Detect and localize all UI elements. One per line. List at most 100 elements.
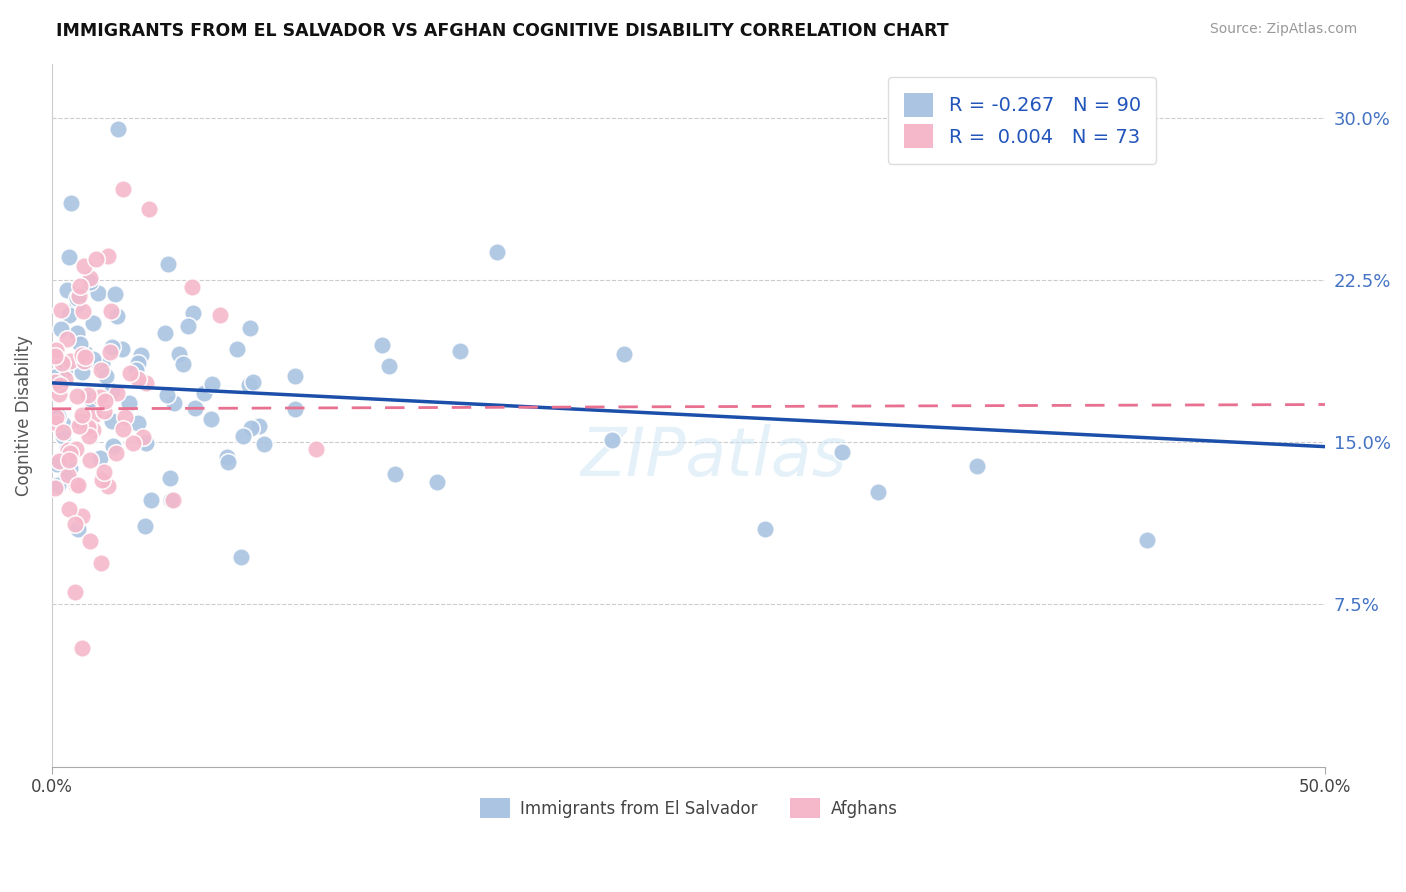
- Point: [44, 375, 66, 389]
- Point: [51, 356, 73, 370]
- Point: [104, 286, 127, 301]
- Point: [79, 271, 101, 285]
- Point: [55, 469, 77, 483]
- Point: [65, 292, 87, 306]
- Point: [125, 362, 148, 376]
- Point: [242, 375, 264, 389]
- Point: [284, 401, 307, 416]
- Point: [232, 428, 254, 442]
- Point: [79, 533, 101, 548]
- Point: [253, 436, 276, 450]
- Point: [101, 340, 124, 354]
- Point: [65, 388, 87, 402]
- Point: [193, 386, 215, 401]
- Text: ZIPatlas: ZIPatlas: [581, 425, 848, 491]
- Point: [52, 429, 75, 443]
- Point: [73, 350, 96, 364]
- Point: [201, 377, 224, 392]
- Point: [226, 342, 249, 356]
- Point: [69, 337, 91, 351]
- Point: [90, 362, 112, 376]
- Point: [72, 509, 94, 524]
- Point: [46, 477, 69, 491]
- Point: [44, 482, 66, 496]
- Point: [132, 430, 155, 444]
- Point: [129, 348, 152, 362]
- Point: [70, 351, 93, 365]
- Point: [247, 419, 270, 434]
- Point: [162, 493, 184, 508]
- Point: [73, 259, 96, 273]
- Point: [66, 523, 89, 537]
- Point: [229, 549, 252, 564]
- Legend: Immigrants from El Salvador, Afghans: Immigrants from El Salvador, Afghans: [472, 791, 904, 825]
- Point: [96, 369, 118, 384]
- Point: [167, 347, 190, 361]
- Point: [59, 446, 82, 460]
- Point: [44, 350, 66, 364]
- Point: [371, 338, 394, 352]
- Point: [58, 251, 80, 265]
- Point: [76, 420, 98, 434]
- Point: [172, 357, 194, 371]
- Point: [134, 519, 156, 533]
- Point: [200, 412, 222, 426]
- Point: [75, 421, 97, 435]
- Point: [48, 387, 70, 401]
- Point: [53, 372, 76, 386]
- Point: [180, 279, 202, 293]
- Point: [69, 279, 91, 293]
- Point: [239, 320, 262, 334]
- Point: [305, 442, 328, 457]
- Point: [56, 440, 79, 454]
- Point: [127, 371, 149, 385]
- Point: [72, 304, 94, 318]
- Point: [58, 502, 80, 516]
- Point: [79, 453, 101, 467]
- Point: [90, 473, 112, 487]
- Point: [105, 309, 128, 323]
- Text: Source: ZipAtlas.com: Source: ZipAtlas.com: [1209, 22, 1357, 37]
- Point: [49, 302, 72, 317]
- Point: [72, 348, 94, 362]
- Point: [118, 396, 141, 410]
- Point: [70, 365, 93, 379]
- Point: [157, 257, 180, 271]
- Text: IMMIGRANTS FROM EL SALVADOR VS AFGHAN COGNITIVE DISABILITY CORRELATION CHART: IMMIGRANTS FROM EL SALVADOR VS AFGHAN CO…: [56, 22, 949, 40]
- Point: [69, 419, 91, 434]
- Point: [82, 409, 104, 424]
- Point: [77, 388, 100, 402]
- Point: [52, 425, 75, 440]
- Point: [90, 357, 112, 371]
- Point: [112, 422, 135, 436]
- Point: [72, 640, 94, 655]
- Point: [48, 454, 70, 468]
- Point: [90, 556, 112, 570]
- Point: [52, 417, 75, 431]
- Point: [153, 326, 176, 340]
- Point: [93, 404, 115, 418]
- Point: [82, 423, 104, 437]
- Point: [135, 435, 157, 450]
- Point: [59, 354, 82, 368]
- Point: [94, 394, 117, 409]
- Point: [156, 387, 179, 401]
- Point: [51, 322, 73, 336]
- Point: [101, 414, 124, 428]
- Point: [60, 196, 83, 211]
- Point: [55, 332, 77, 346]
- Point: [65, 297, 87, 311]
- Point: [93, 466, 115, 480]
- Point: [101, 384, 124, 398]
- Point: [82, 316, 104, 330]
- Point: [378, 359, 401, 374]
- Point: [73, 353, 96, 368]
- Point: [45, 458, 67, 472]
- Point: [65, 478, 87, 492]
- Point: [58, 443, 80, 458]
- Point: [66, 326, 89, 340]
- Point: [69, 414, 91, 428]
- Point: [284, 368, 307, 383]
- Point: [831, 445, 853, 459]
- Point: [63, 517, 86, 532]
